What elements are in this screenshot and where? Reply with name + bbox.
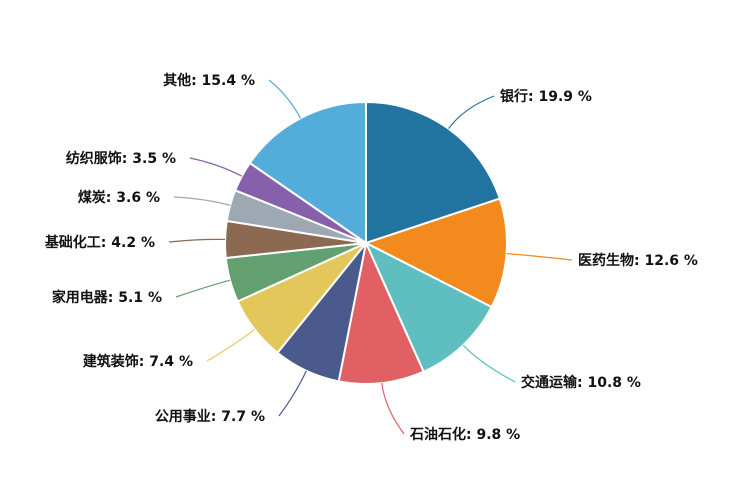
slice-label: 煤炭: 3.6 %	[78, 189, 160, 206]
slice-label: 公用事业: 7.7 %	[155, 408, 265, 425]
leader-lines	[168, 79, 573, 435]
slice-label: 纺织服饰: 3.5 %	[66, 150, 176, 167]
leader-line	[175, 279, 231, 298]
leader-line	[206, 328, 255, 362]
slice-labels: 银行: 19.9 % 医药生物: 12.6 % 交通运输: 10.8 % 石油石化: …	[45, 72, 698, 443]
leader-line	[189, 157, 243, 177]
slice-label: 家用电器: 5.1 %	[52, 289, 162, 306]
slice-label: 建筑装饰: 7.4 %	[83, 353, 193, 370]
leader-line	[173, 196, 231, 206]
leader-line	[448, 95, 495, 130]
leader-line	[268, 79, 301, 119]
slice-label: 基础化工: 4.2 %	[45, 234, 155, 251]
pie-slice[interactable]	[248, 100, 367, 245]
leader-line	[506, 253, 573, 261]
slice-label: 石油石化: 9.8 %	[409, 426, 520, 443]
leader-line	[381, 383, 405, 435]
leader-line	[168, 238, 226, 243]
slice-label: 医药生物: 12.6 %	[578, 252, 698, 269]
slice-label: 银行: 19.9 %	[500, 88, 592, 105]
slice-label: 其他: 15.4 %	[163, 72, 255, 89]
slice-label: 交通运输: 10.8 %	[521, 374, 641, 391]
leader-line	[278, 370, 307, 417]
leader-line	[462, 344, 516, 383]
pie-slices	[224, 100, 508, 385]
